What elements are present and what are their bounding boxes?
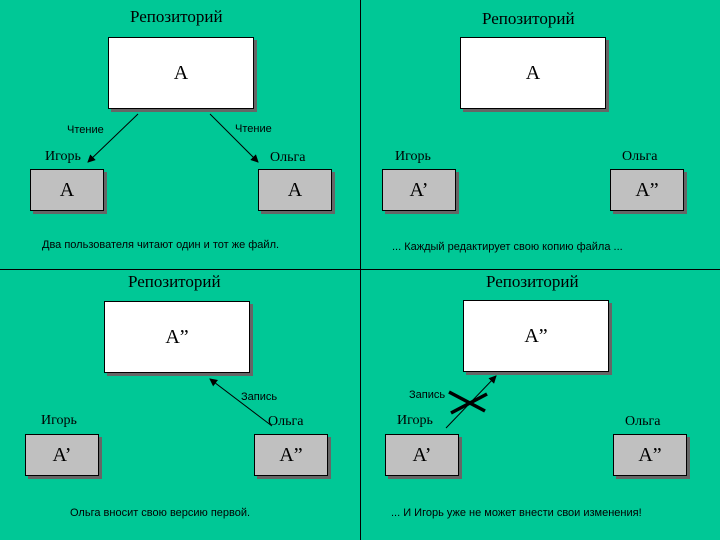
olga-file-box: A [258, 169, 332, 211]
user-igor-label: Игорь [45, 149, 81, 164]
user-olga-label: Ольга [625, 414, 661, 429]
repository-box: A” [104, 301, 250, 373]
blocked-write-arrows [445, 375, 497, 429]
panel-caption: Два пользователя читают один и тот же фа… [42, 239, 280, 251]
user-igor-label: Игорь [397, 413, 433, 428]
repository-box: A [108, 37, 254, 109]
user-igor-label: Игорь [41, 413, 77, 428]
igor-file-box: A [30, 169, 104, 211]
user-igor-label: Игорь [395, 149, 431, 164]
vertical-divider [360, 0, 361, 540]
user-olga-label: Ольга [622, 149, 658, 164]
panel-reading: Репозиторий A Чтение Чтение Игорь Ольга … [0, 0, 360, 270]
read-label-left: Чтение [67, 124, 104, 136]
panel-olga-writes: Репозиторий A” Запись Игорь Ольга A’ A” … [0, 270, 360, 540]
read-arrow-igor [87, 113, 139, 163]
blocked-cross-icon [448, 390, 488, 415]
igor-file-box: A’ [382, 169, 456, 211]
panel-igor-blocked: Репозиторий A” Запись Игорь Ольга A’ A” … [360, 270, 720, 540]
write-label: Запись [409, 389, 446, 401]
panel-caption: ... И Игорь уже не может внести свои изм… [391, 507, 642, 519]
repository-title: Репозиторий [486, 272, 579, 291]
horizontal-divider [0, 269, 720, 270]
repository-title: Репозиторий [130, 7, 223, 26]
panel-editing: Репозиторий A Игорь Ольга A’ A” ... Кажд… [360, 0, 720, 270]
user-olga-label: Ольга [268, 414, 304, 429]
igor-file-box: A’ [385, 434, 459, 476]
repository-title: Репозиторий [482, 9, 575, 28]
read-label-right: Чтение [235, 123, 272, 135]
read-arrows [87, 113, 259, 163]
read-arrow-olga [209, 113, 259, 163]
repository-box: A [460, 37, 606, 109]
igor-file-box: A’ [25, 434, 99, 476]
write-arrow-olga [209, 378, 273, 427]
repository-title: Репозиторий [128, 272, 221, 291]
panel-caption: Ольга вносит свою версию первой. [70, 507, 251, 519]
user-olga-label: Ольга [270, 150, 306, 165]
repository-box: A” [463, 300, 609, 372]
panel-caption: ... Каждый редактирует свою копию файла … [392, 241, 623, 253]
olga-file-box: A” [254, 434, 328, 476]
olga-file-box: A” [610, 169, 684, 211]
write-label: Запись [241, 391, 278, 403]
olga-file-box: A” [613, 434, 687, 476]
write-arrows [209, 378, 273, 427]
